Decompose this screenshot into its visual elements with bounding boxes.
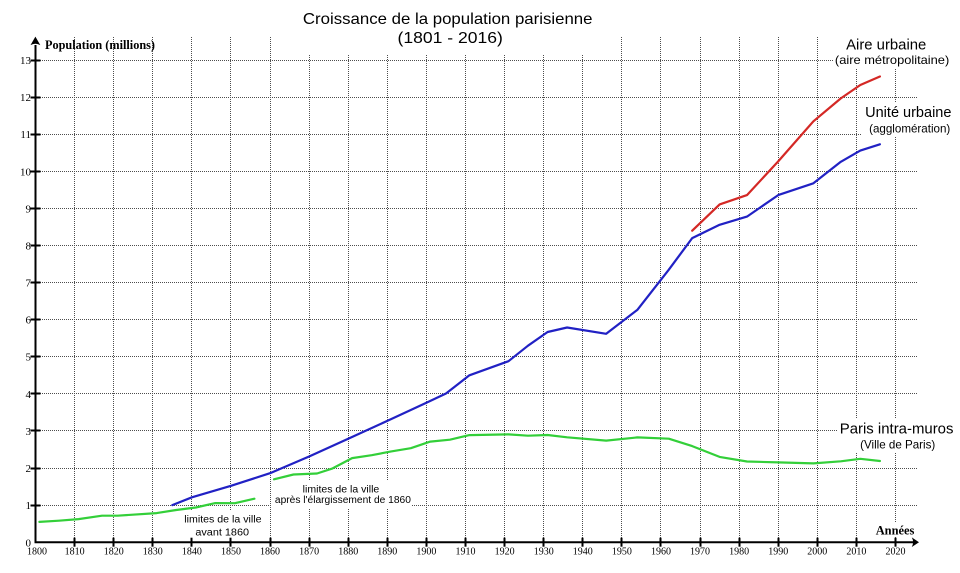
svg-text:(agglomération): (agglomération) xyxy=(869,121,950,135)
svg-text:6: 6 xyxy=(26,315,32,327)
svg-text:1860: 1860 xyxy=(260,546,280,557)
svg-text:Croissance de la population pa: Croissance de la population parisienne xyxy=(303,11,593,28)
svg-text:Population (millions): Population (millions) xyxy=(45,37,155,52)
svg-text:1920: 1920 xyxy=(495,546,515,557)
svg-text:2020: 2020 xyxy=(886,546,906,557)
svg-text:1910: 1910 xyxy=(456,546,476,557)
svg-text:1830: 1830 xyxy=(143,546,163,557)
svg-text:1820: 1820 xyxy=(104,546,124,557)
svg-text:2: 2 xyxy=(26,463,32,475)
svg-text:5: 5 xyxy=(26,352,32,364)
svg-text:4: 4 xyxy=(26,389,32,401)
svg-text:0: 0 xyxy=(26,537,32,549)
svg-text:1970: 1970 xyxy=(690,546,710,557)
svg-text:1810: 1810 xyxy=(65,546,85,557)
svg-text:1870: 1870 xyxy=(299,546,319,557)
svg-text:1800: 1800 xyxy=(27,546,47,557)
svg-text:1840: 1840 xyxy=(182,546,202,557)
svg-text:1990: 1990 xyxy=(768,546,788,557)
svg-text:Années: Années xyxy=(876,523,915,538)
svg-text:1940: 1940 xyxy=(573,546,593,557)
svg-text:limites de la ville: limites de la ville xyxy=(303,484,380,495)
svg-text:9: 9 xyxy=(26,203,32,215)
svg-text:1: 1 xyxy=(26,500,32,512)
svg-text:Paris intra-muros: Paris intra-muros xyxy=(840,420,954,437)
svg-text:(Ville de Paris): (Ville de Paris) xyxy=(860,438,935,452)
svg-text:12: 12 xyxy=(20,92,31,104)
svg-text:1850: 1850 xyxy=(221,546,241,557)
svg-text:1900: 1900 xyxy=(416,546,436,557)
svg-text:(1801 - 2016): (1801 - 2016) xyxy=(398,30,503,47)
svg-text:(aire métropolitaine): (aire métropolitaine) xyxy=(835,53,949,67)
svg-text:3: 3 xyxy=(26,426,32,438)
svg-text:après l'élargissement de 1860: après l'élargissement de 1860 xyxy=(275,495,411,506)
svg-text:10: 10 xyxy=(20,166,32,178)
svg-text:Unité urbaine: Unité urbaine xyxy=(865,104,951,121)
svg-text:1960: 1960 xyxy=(651,546,671,557)
svg-text:limites de la ville: limites de la ville xyxy=(184,515,262,526)
svg-text:7: 7 xyxy=(26,278,32,290)
svg-text:2010: 2010 xyxy=(846,546,866,557)
svg-text:1890: 1890 xyxy=(377,546,397,557)
svg-text:1980: 1980 xyxy=(729,546,749,557)
svg-text:1950: 1950 xyxy=(612,546,632,557)
svg-text:avant 1860: avant 1860 xyxy=(195,528,249,539)
svg-text:11: 11 xyxy=(20,129,31,141)
svg-text:2000: 2000 xyxy=(807,546,827,557)
svg-text:13: 13 xyxy=(20,55,32,67)
svg-text:1880: 1880 xyxy=(338,546,358,557)
svg-text:8: 8 xyxy=(26,241,32,253)
svg-text:1930: 1930 xyxy=(534,546,554,557)
svg-text:Aire urbaine: Aire urbaine xyxy=(846,37,926,54)
